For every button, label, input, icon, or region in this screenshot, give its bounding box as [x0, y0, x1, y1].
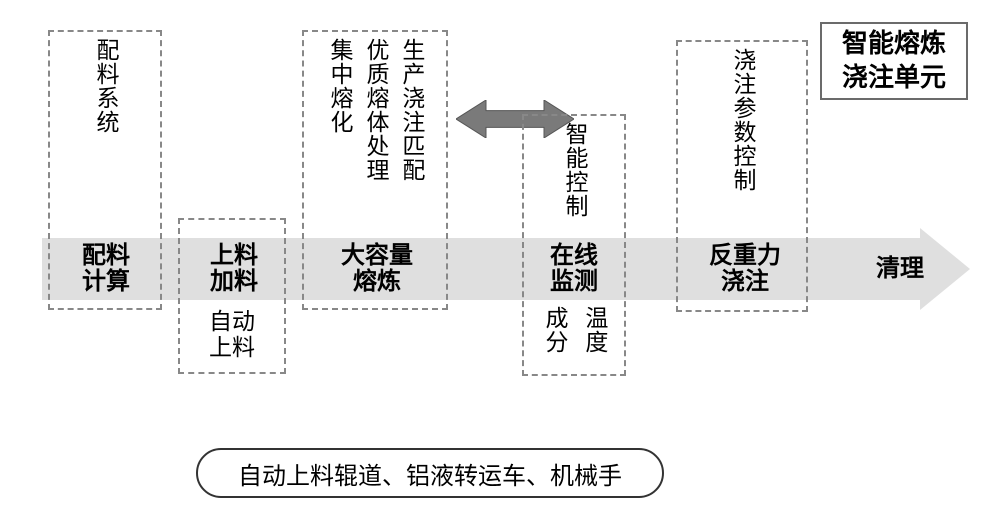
pour-param-ctrl: 浇注参数控制 — [727, 48, 757, 234]
transport-equipment-bar: 自动上料辊道、铝液转运车、机械手 — [196, 448, 664, 498]
composition: 成分 — [539, 306, 569, 354]
auto-feeding: 自动 上料 — [178, 308, 286, 361]
box-melting-top-labels: 集中熔化优质熔体处理生产浇注匹配 — [302, 38, 448, 234]
diagram-canvas: 智能熔炼 浇注单元 自动上料辊道、铝液转运车、机械手 配料 计算上料 加料大容量… — [0, 0, 1000, 517]
box-monitor-top-labels: 智能控制 — [522, 122, 626, 234]
temperature: 温度 — [579, 306, 609, 354]
stage-cleaning: 清理 — [860, 238, 940, 300]
box-pour-top-labels: 浇注参数控制 — [676, 48, 808, 234]
box-monitor-below-labels: 成分温度 — [522, 306, 626, 354]
unit-title-box: 智能熔炼 浇注单元 — [820, 22, 968, 100]
prod-pour-match: 生产浇注匹配 — [396, 38, 426, 234]
transport-equipment-text: 自动上料辊道、铝液转运车、机械手 — [238, 456, 622, 491]
central-melting: 集中熔化 — [324, 38, 354, 234]
batching-system: 配料系统 — [90, 38, 120, 234]
box-batching-top-labels: 配料系统 — [48, 38, 162, 234]
quality-melt: 优质熔体处理 — [360, 38, 390, 234]
unit-title-line1: 智能熔炼 — [842, 27, 946, 61]
unit-title-line2: 浇注单元 — [842, 61, 946, 95]
intel-control: 智能控制 — [559, 122, 589, 234]
